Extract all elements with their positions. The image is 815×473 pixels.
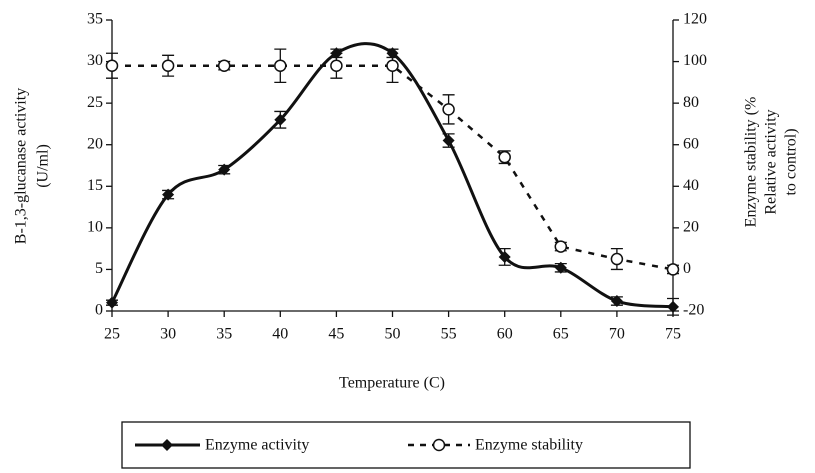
marker xyxy=(442,134,455,147)
marker xyxy=(554,240,568,253)
y-axis-label: (U/ml) xyxy=(35,144,52,188)
marker xyxy=(667,300,679,313)
y-tick-label: 20 xyxy=(87,135,103,152)
y2-axis-label: to control) xyxy=(783,128,800,195)
y-tick-label: 15 xyxy=(87,177,103,194)
y-tick-label: 0 xyxy=(95,302,103,319)
y2-tick-label: -20 xyxy=(683,302,704,319)
marker xyxy=(442,103,455,116)
legend-marker xyxy=(432,438,446,452)
y-tick-label: 5 xyxy=(95,260,103,277)
y2-tick-label: 40 xyxy=(683,177,699,194)
y-tick-label: 30 xyxy=(87,52,103,69)
marker xyxy=(610,295,623,308)
x-tick-label: 70 xyxy=(609,326,625,343)
marker xyxy=(218,163,231,176)
x-tick-label: 30 xyxy=(160,326,176,343)
legend-label: Enzyme activity xyxy=(205,437,309,454)
marker xyxy=(105,59,119,72)
y2-axis-label: Relative activity xyxy=(763,109,780,214)
y-tick-label: 35 xyxy=(87,11,103,28)
marker xyxy=(161,59,175,72)
y2-axis-label: Enzyme stability (% xyxy=(743,97,760,228)
legend-marker xyxy=(161,439,173,451)
x-tick-label: 35 xyxy=(216,326,232,343)
marker xyxy=(162,188,175,201)
x-tick-label: 60 xyxy=(497,326,513,343)
marker xyxy=(106,296,118,309)
y2-tick-label: 20 xyxy=(683,219,699,236)
marker xyxy=(274,59,287,72)
legend-box xyxy=(121,421,691,469)
marker xyxy=(498,250,511,263)
series-line xyxy=(112,64,674,271)
marker xyxy=(666,263,680,276)
y2-tick-label: 100 xyxy=(683,52,707,69)
y-axis-label: B-1,3-glucanase activity xyxy=(13,88,30,244)
marker xyxy=(498,150,511,164)
y2-tick-label: 60 xyxy=(683,135,699,152)
marker xyxy=(554,261,567,274)
y2-tick-label: 0 xyxy=(683,260,691,277)
marker xyxy=(217,59,231,72)
x-tick-label: 55 xyxy=(441,326,457,343)
x-tick-label: 45 xyxy=(328,326,344,343)
y-tick-label: 25 xyxy=(87,94,103,111)
series-line xyxy=(110,42,674,309)
marker xyxy=(274,113,287,126)
x-tick-label: 25 xyxy=(104,326,120,343)
x-tick-label: 65 xyxy=(553,326,569,343)
marker xyxy=(330,59,343,72)
y2-tick-label: 120 xyxy=(683,11,707,28)
y-tick-label: 10 xyxy=(87,219,103,236)
x-tick-label: 75 xyxy=(665,326,681,343)
legend-label: Enzyme stability xyxy=(475,437,583,454)
marker xyxy=(610,252,624,266)
y2-tick-label: 80 xyxy=(683,94,699,111)
x-axis-label: Temperature (C) xyxy=(339,375,445,392)
marker xyxy=(386,59,399,72)
x-tick-label: 40 xyxy=(272,326,288,343)
x-tick-label: 50 xyxy=(385,326,401,343)
